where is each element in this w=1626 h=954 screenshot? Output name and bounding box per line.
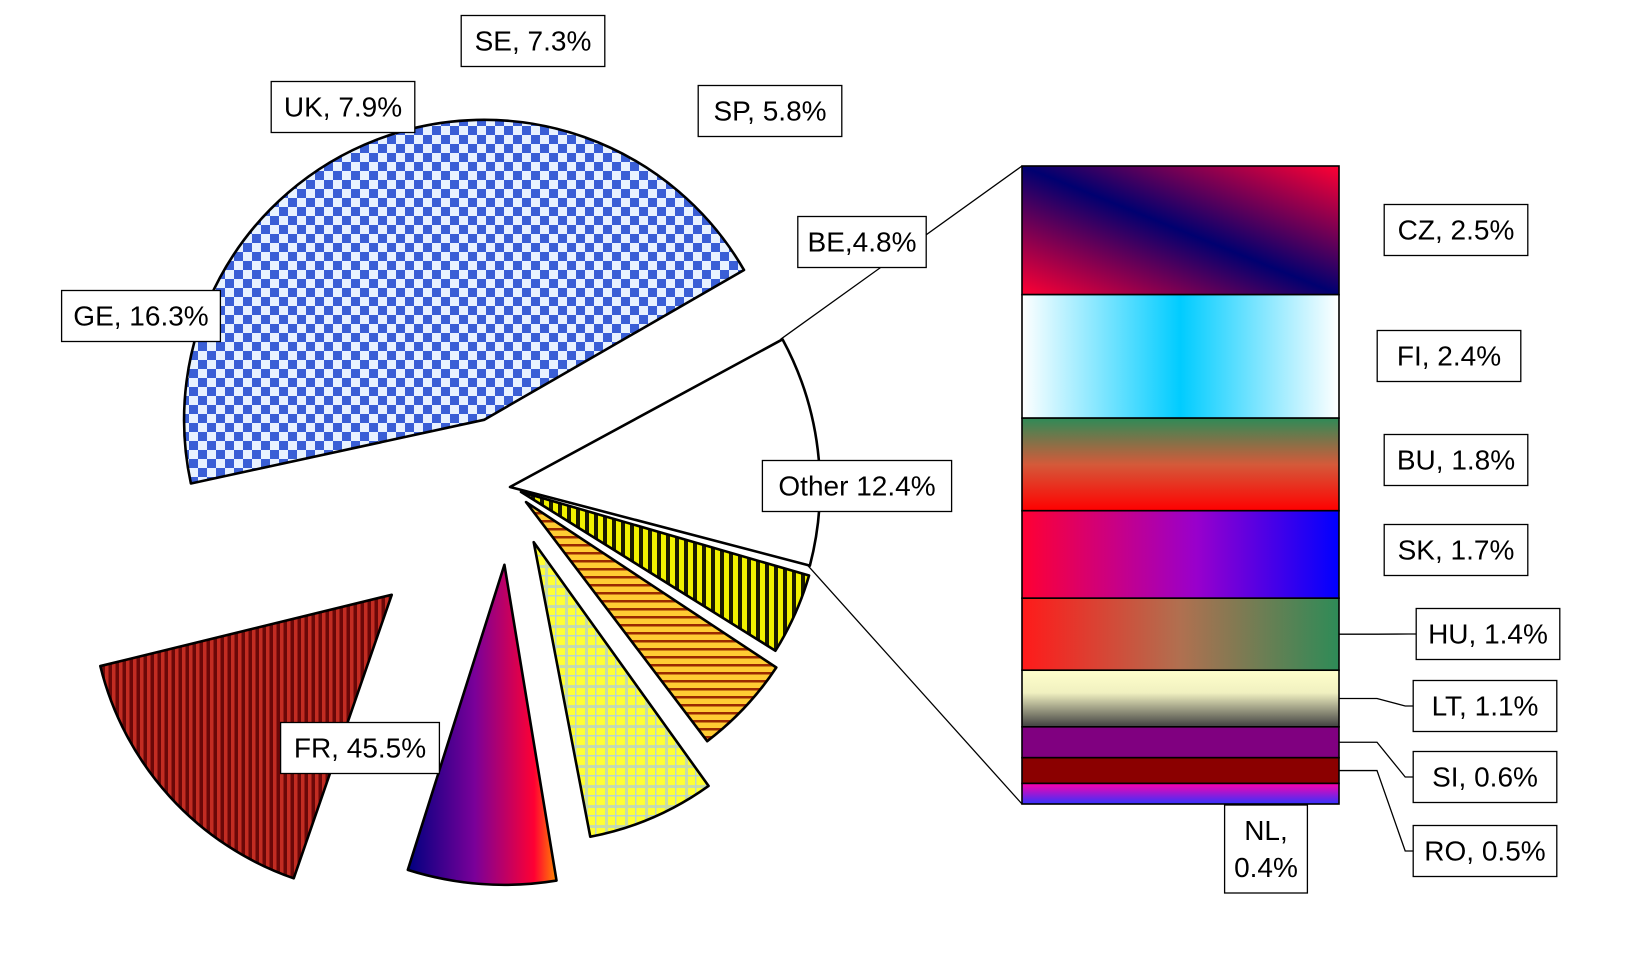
data-label-ot-text: Other 12.4% <box>778 471 935 502</box>
other-breakdown-bar <box>1021 165 1340 805</box>
data-label-ro: RO, 0.5% <box>1412 824 1558 878</box>
data-label-cz: CZ, 2.5% <box>1383 203 1529 257</box>
bar-segment-ro <box>1021 756 1340 785</box>
data-label-nl: NL, 0.4% <box>1223 804 1309 894</box>
data-label-lt: LT, 1.1% <box>1412 679 1558 733</box>
data-label-bu: BU, 1.8% <box>1383 433 1529 487</box>
data-label-hu-text: HU, 1.4% <box>1428 619 1548 650</box>
data-label-se: SE, 7.3% <box>460 14 606 68</box>
data-label-bu-text: BU, 1.8% <box>1397 445 1515 476</box>
bar-segment-si <box>1021 726 1340 759</box>
pie-slice-ge <box>99 593 394 880</box>
data-label-lt-text: LT, 1.1% <box>1432 691 1539 722</box>
data-label-cz-text: CZ, 2.5% <box>1398 215 1515 246</box>
leader-ro <box>1339 769 1414 852</box>
data-label-sp: SP, 5.8% <box>697 84 843 138</box>
pie-slice-fr <box>182 118 746 485</box>
data-labels: FR, 45.5% Other 12.4% BE,4.8% SP, 5.8% SE, 7… <box>60 14 1561 894</box>
bar-segment-sk <box>1021 509 1340 599</box>
data-label-uk-text: UK, 7.9% <box>284 92 402 123</box>
data-label-nl-text: NL, <box>1244 815 1288 846</box>
data-label-fr: FR, 45.5% <box>279 721 441 775</box>
data-label-sk-text: SK, 1.7% <box>1398 535 1515 566</box>
connector-bottom <box>807 565 1023 805</box>
pie-wedges <box>99 118 822 887</box>
data-label-fi-text: FI, 2.4% <box>1397 341 1501 372</box>
data-label-fr-text: FR, 45.5% <box>294 733 426 764</box>
data-label-sk: SK, 1.7% <box>1383 523 1529 577</box>
bar-segment-fi <box>1021 293 1340 419</box>
data-label-fi: FI, 2.4% <box>1376 329 1522 383</box>
data-label-ot: Other 12.4% <box>761 459 953 513</box>
bar-segment-bu <box>1021 417 1340 512</box>
data-label-se-text: SE, 7.3% <box>475 26 592 57</box>
bar-segment-hu <box>1021 597 1340 672</box>
bar-segment-nl <box>1021 782 1340 805</box>
pie-slice-sp <box>524 500 778 743</box>
data-label-ge-text: GE, 16.3% <box>73 301 208 332</box>
data-label-nl-text: 0.4% <box>1234 852 1298 883</box>
leader-si <box>1339 741 1414 778</box>
pie-slice-be <box>519 490 811 653</box>
leader-lt <box>1339 697 1414 707</box>
data-label-ro-text: RO, 0.5% <box>1424 836 1545 867</box>
data-label-uk: UK, 7.9% <box>270 80 416 134</box>
data-label-hu: HU, 1.4% <box>1415 607 1561 661</box>
bar-segment-cz <box>1021 165 1340 296</box>
data-label-sp-text: SP, 5.8% <box>713 96 826 127</box>
data-label-si-text: SI, 0.6% <box>1432 762 1538 793</box>
data-label-be-text: BE,4.8% <box>808 227 917 258</box>
pie-slice-uk <box>406 563 558 887</box>
pie-slice-ot <box>508 338 822 567</box>
pie-slice-se <box>532 540 710 839</box>
data-label-be: BE,4.8% <box>797 215 927 269</box>
bar-segment-lt <box>1021 669 1340 728</box>
data-label-si: SI, 0.6% <box>1412 750 1558 804</box>
data-label-ge: GE, 16.3% <box>60 289 222 343</box>
